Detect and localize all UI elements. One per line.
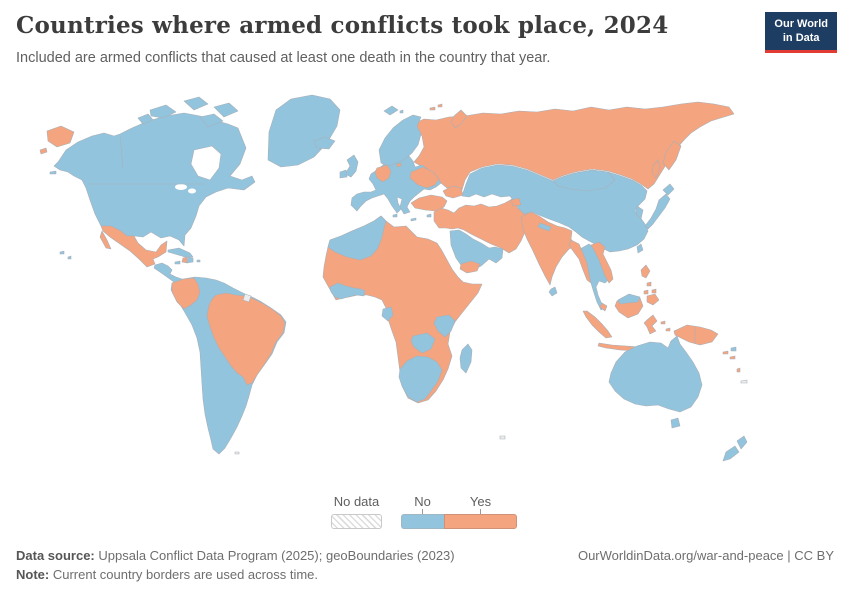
- page-title: Countries where armed conflicts took pla…: [16, 12, 669, 39]
- country-sumatra[interactable]: [582, 310, 613, 339]
- border-mongolia: [552, 169, 616, 192]
- country-haiti[interactable]: [181, 256, 188, 264]
- russia-novaya-zemlya[interactable]: [450, 109, 468, 129]
- country-japan[interactable]: [644, 183, 675, 230]
- falkland-islands[interactable]: [234, 451, 240, 455]
- new-caledonia[interactable]: [740, 379, 748, 384]
- russia-kamchatka[interactable]: [662, 140, 682, 171]
- country-jamaica[interactable]: [174, 260, 181, 265]
- country-united-kingdom[interactable]: [344, 154, 359, 178]
- legend-yes-label: Yes: [469, 494, 492, 509]
- solomon-islands[interactable]: [722, 350, 741, 373]
- country-madagascar[interactable]: [459, 343, 473, 374]
- legend-no-data-label: No data: [333, 494, 380, 509]
- arctic-islands[interactable]: [137, 96, 239, 128]
- great-lakes: [175, 184, 187, 190]
- country-gabon[interactable]: [381, 306, 394, 322]
- country-zambia[interactable]: [410, 332, 436, 354]
- country-tanzania[interactable]: [433, 314, 456, 338]
- country-crete[interactable]: [410, 217, 417, 222]
- country-korea[interactable]: [635, 205, 644, 220]
- owid-logo-line1: Our World: [774, 18, 828, 30]
- southern-africa[interactable]: [398, 355, 443, 403]
- data-source-text: Uppsala Conflict Data Program (2025); ge…: [94, 548, 455, 563]
- border-us-canada: [88, 135, 205, 185]
- country-brazil[interactable]: [206, 292, 286, 386]
- country-australia[interactable]: [608, 335, 703, 413]
- country-turkey[interactable]: [410, 194, 448, 212]
- country-new-zealand[interactable]: [722, 435, 748, 462]
- gulf-of-guinea-states[interactable]: [329, 282, 366, 300]
- country-myanmar[interactable]: [568, 239, 592, 284]
- note-label: Note:: [16, 567, 50, 582]
- legend-no-label: No: [414, 494, 431, 509]
- legend-no-swatch[interactable]: [401, 514, 444, 529]
- french-guiana[interactable]: [242, 293, 252, 303]
- country-mexico-guatemala[interactable]: [100, 225, 168, 268]
- country-vietnam[interactable]: [590, 241, 614, 284]
- country-cuba[interactable]: [167, 247, 194, 258]
- country-morocco-algeria-tunisia[interactable]: [327, 215, 387, 261]
- country-iceland[interactable]: [313, 136, 336, 150]
- legend-no-data-swatch[interactable]: [331, 514, 382, 529]
- footer-source-note: Data source: Uppsala Conflict Data Progr…: [16, 546, 455, 584]
- small-island-nd[interactable]: [499, 435, 506, 440]
- malay-peninsula-tip[interactable]: [599, 302, 608, 312]
- country-taiwan[interactable]: [636, 243, 644, 254]
- malaysia-north-borneo[interactable]: [617, 293, 641, 305]
- country-sri-lanka[interactable]: [548, 286, 558, 297]
- country-puerto-rico[interactable]: [196, 259, 201, 263]
- data-source-label: Data source:: [16, 548, 95, 563]
- russia-kaliningrad[interactable]: [396, 162, 402, 168]
- country-philippines[interactable]: [640, 264, 660, 306]
- country-yemen[interactable]: [459, 260, 481, 274]
- baja-california[interactable]: [99, 230, 112, 250]
- world-map[interactable]: [0, 88, 850, 490]
- legend-yes-swatch[interactable]: [444, 514, 517, 529]
- country-germany[interactable]: [374, 164, 392, 183]
- caucasus-states[interactable]: [442, 185, 464, 199]
- new-guinea[interactable]: [673, 324, 719, 346]
- russia-sakhalin[interactable]: [651, 159, 661, 179]
- russia-arctic-islands[interactable]: [429, 103, 443, 111]
- country-cyprus[interactable]: [426, 213, 432, 218]
- country-nepal[interactable]: [537, 222, 552, 232]
- country-greenland[interactable]: [267, 94, 341, 168]
- country-ireland[interactable]: [339, 169, 348, 179]
- country-sicily[interactable]: [392, 213, 398, 218]
- svalbard[interactable]: [383, 105, 404, 116]
- country-colombia-ecuador[interactable]: [171, 277, 201, 310]
- owid-logo-line2: in Data: [782, 32, 820, 45]
- note-text: Current country borders are used across …: [49, 567, 318, 582]
- data-source-line: Data source: Uppsala Conflict Data Progr…: [16, 546, 455, 565]
- footer-link[interactable]: OurWorldinData.org/war-and-peace | CC BY: [577, 548, 834, 563]
- hawaii-islands[interactable]: [49, 170, 72, 260]
- page-subtitle: Included are armed conflicts that caused…: [16, 50, 551, 66]
- country-ukraine[interactable]: [409, 166, 440, 189]
- country-india[interactable]: [520, 211, 577, 286]
- owid-logo[interactable]: Our World in Data: [765, 12, 837, 53]
- country-tajikistan[interactable]: [510, 197, 522, 207]
- russia-chukotka-west[interactable]: [39, 125, 75, 155]
- legend-tick-yes: [480, 509, 481, 514]
- country-fiji[interactable]: [730, 346, 737, 352]
- tasmania[interactable]: [670, 417, 681, 429]
- scandinavia[interactable]: [378, 114, 422, 167]
- note-line: Note: Current country borders are used a…: [16, 565, 455, 584]
- central-asia-china[interactable]: [461, 164, 649, 253]
- great-lakes-2: [188, 188, 196, 194]
- country-canada-usa[interactable]: [53, 112, 256, 247]
- legend-tick-no: [422, 509, 423, 514]
- country-dominican-republic[interactable]: [186, 256, 194, 264]
- country-sulawesi[interactable]: [643, 314, 658, 335]
